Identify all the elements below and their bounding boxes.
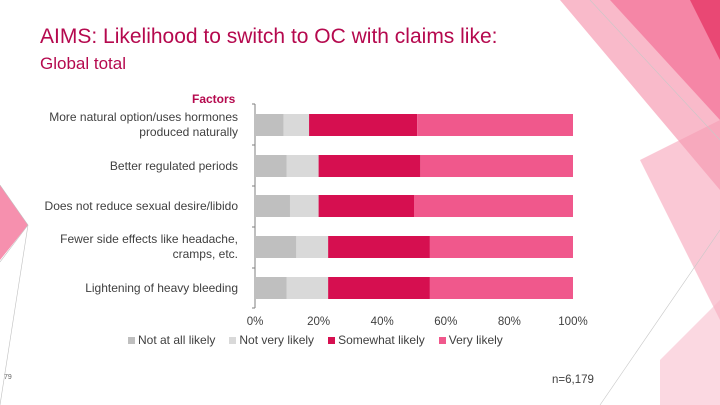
legend-swatch bbox=[128, 336, 135, 344]
legend-swatch bbox=[229, 336, 237, 344]
legend-label: Very likely bbox=[448, 333, 503, 347]
category-label: More natural option/uses hormones produce… bbox=[18, 110, 238, 140]
legend-item: Not very likely bbox=[229, 333, 314, 347]
axis-title: Factors bbox=[192, 92, 236, 106]
sample-size-note: n=6,179 bbox=[552, 374, 594, 386]
bar-segment-2-row-4 bbox=[296, 236, 329, 258]
bar-segment-1-row-1 bbox=[255, 114, 284, 136]
category-label-line: Fewer side effects like headache, bbox=[60, 232, 238, 246]
x-tick-label: 80% bbox=[497, 316, 521, 328]
category-label-line: produced naturally bbox=[139, 125, 238, 139]
bar-segment-4-row-4 bbox=[429, 236, 573, 258]
legend-swatch bbox=[438, 336, 446, 344]
legend-item: Very likely bbox=[438, 333, 503, 347]
category-label: Lightening of heavy bleeding bbox=[18, 281, 238, 296]
x-tick-label: 20% bbox=[307, 316, 331, 328]
x-tick-label: 0% bbox=[246, 316, 264, 328]
bar-segment-2-row-5 bbox=[286, 277, 329, 299]
category-label-line: Lightening of heavy bleeding bbox=[85, 280, 238, 295]
page-number: 79 bbox=[4, 374, 12, 381]
bar-segment-2-row-3 bbox=[289, 195, 319, 217]
legend-label: Not very likely bbox=[239, 333, 315, 347]
category-label: Does not reduce sexual desire/libido bbox=[18, 199, 238, 214]
bar-segment-3-row-5 bbox=[328, 277, 430, 299]
x-tick-label: 100% bbox=[558, 316, 588, 328]
chart-legend: Not at all likely Not very likely Somewhat… bbox=[128, 333, 517, 347]
bar-segment-4-row-3 bbox=[414, 195, 573, 217]
bar-segment-3-row-3 bbox=[318, 195, 414, 217]
bar-segment-4-row-5 bbox=[429, 277, 573, 299]
bar-segment-1-row-5 bbox=[255, 277, 287, 299]
category-label-line: Does not reduce sexual desire/libido bbox=[44, 198, 238, 213]
category-label-line: Better regulated periods bbox=[109, 158, 238, 173]
legend-swatch bbox=[328, 336, 336, 344]
category-label: Fewer side effects like headache, cramps,… bbox=[18, 232, 238, 262]
x-tick-label: 40% bbox=[370, 316, 394, 328]
slide-subtitle: Global total bbox=[40, 54, 126, 73]
bar-segment-4-row-2 bbox=[420, 155, 573, 177]
bar-segment-3-row-1 bbox=[309, 114, 418, 136]
bar-segment-2-row-1 bbox=[283, 114, 310, 136]
bar-segment-2-row-2 bbox=[286, 155, 319, 177]
bar-segment-1-row-2 bbox=[255, 155, 287, 177]
legend-label: Somewhat likely bbox=[338, 333, 425, 347]
x-tick-label: 60% bbox=[434, 316, 458, 328]
bar-segment-1-row-3 bbox=[255, 195, 290, 217]
bar-segment-1-row-4 bbox=[255, 236, 297, 258]
slide-title: AIMS: Likelihood to switch to OC with cl… bbox=[40, 25, 498, 48]
category-label: Better regulated periods bbox=[18, 159, 238, 174]
bar-segment-3-row-4 bbox=[328, 236, 430, 258]
legend-item: Not at all likely bbox=[128, 333, 215, 347]
bar-segment-3-row-2 bbox=[318, 155, 421, 177]
category-label-line: More natural option/uses hormones bbox=[49, 110, 238, 124]
category-label-line: cramps, etc. bbox=[172, 247, 238, 261]
legend-item: Somewhat likely bbox=[328, 333, 425, 347]
legend-label: Not at all likely bbox=[138, 333, 216, 347]
bar-segment-4-row-1 bbox=[417, 114, 573, 136]
